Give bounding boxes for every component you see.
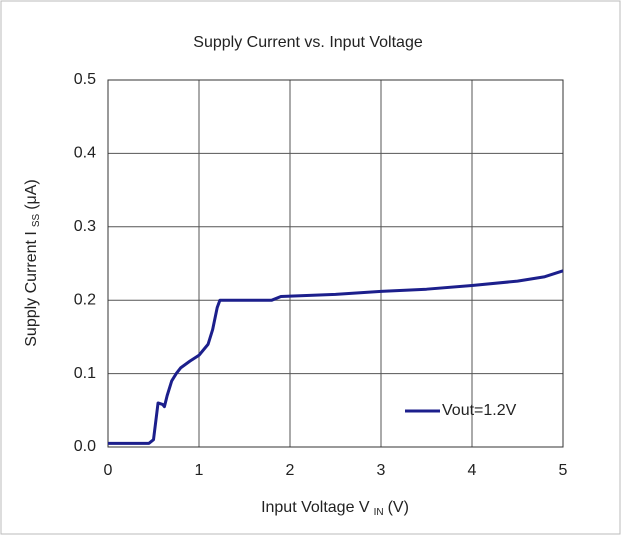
x-label-unit: (V) <box>388 499 409 516</box>
legend-label: Vout=1.2V <box>442 402 517 419</box>
y-tick-label: 0.0 <box>74 438 96 455</box>
x-tick-label: 2 <box>286 462 295 479</box>
y-tick-label: 0.1 <box>74 365 96 382</box>
x-tick-label: 0 <box>104 462 113 479</box>
x-tick-label: 1 <box>195 462 204 479</box>
y-label-unit: (μA) <box>23 179 40 210</box>
x-axis-label: Input Voltage V IN (V) <box>261 499 409 517</box>
x-tick-label: 5 <box>559 462 568 479</box>
y-tick-label: 0.3 <box>74 218 96 235</box>
plot-border <box>107 79 564 448</box>
y-tick-label: 0.5 <box>74 71 96 88</box>
x-tick-label: 4 <box>468 462 477 479</box>
data-line <box>108 269 564 445</box>
chart-title: Supply Current vs. Input Voltage <box>193 34 423 51</box>
y-label-main: Supply Current I <box>23 231 40 347</box>
y-label-sub: SS <box>31 213 42 227</box>
y-tick-label: 0.4 <box>74 145 96 162</box>
y-axis-label: Supply Current I SS (μA) <box>23 179 41 347</box>
x-label-main: Input Voltage V <box>261 499 370 516</box>
x-tick-label: 3 <box>377 462 386 479</box>
x-label-sub: IN <box>374 507 384 518</box>
y-tick-label: 0.2 <box>74 291 96 308</box>
